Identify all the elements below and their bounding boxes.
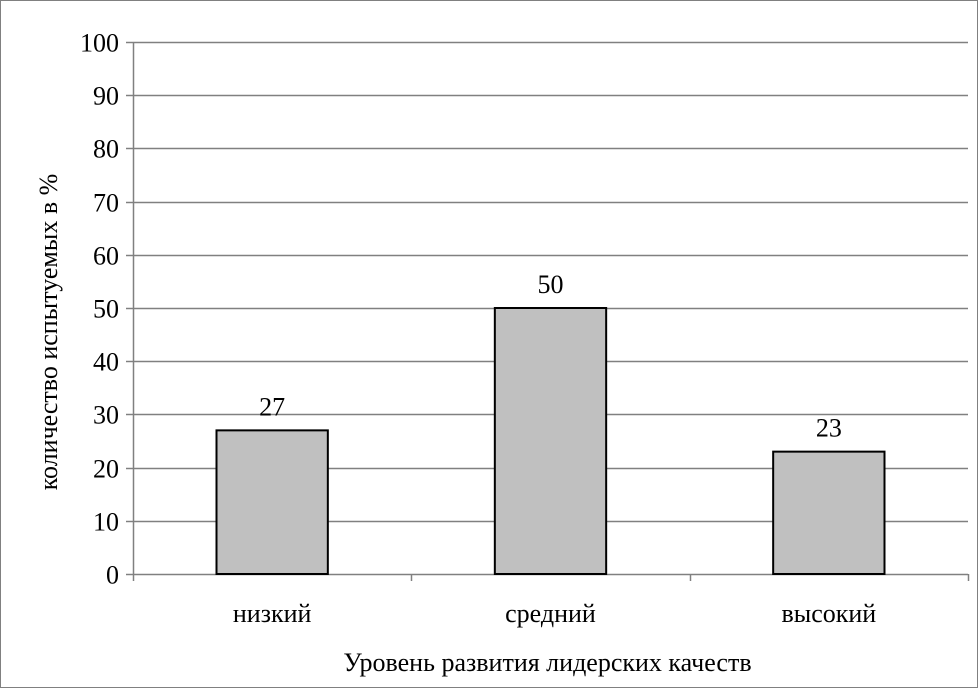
x-tick-label-1: средний <box>505 599 596 628</box>
bar-1 <box>493 307 608 575</box>
y-tick-label: 80 <box>93 135 119 164</box>
bar-2 <box>772 450 886 576</box>
data-label-0: 27 <box>259 392 285 421</box>
x-tick-label-2: высокий <box>781 599 876 628</box>
labels: 0 10 20 30 40 50 60 70 80 90 100 27 низкий 50 средний 2… <box>80 29 876 629</box>
y-tick-label: 70 <box>93 189 119 218</box>
y-tick-label: 20 <box>93 455 119 484</box>
x-axis-title: Уровень развития лидерских качеств <box>343 648 751 677</box>
y-tick-label: 90 <box>93 82 119 111</box>
data-label-2: 23 <box>816 414 842 443</box>
y-tick-label: 50 <box>93 295 119 324</box>
y-tick-label: 30 <box>93 401 119 430</box>
bars <box>215 307 886 576</box>
y-tick-label: 60 <box>93 242 119 271</box>
x-tick-label-0: низкий <box>233 599 312 628</box>
y-tick-label: 40 <box>93 348 119 377</box>
data-label-1: 50 <box>538 270 564 299</box>
y-tick-label: 100 <box>80 29 119 58</box>
y-tick-label: 10 <box>93 508 119 537</box>
y-axis-title: количество испытуемых в % <box>34 174 63 491</box>
bar-0 <box>215 429 329 575</box>
y-tick-label: 0 <box>106 561 119 590</box>
